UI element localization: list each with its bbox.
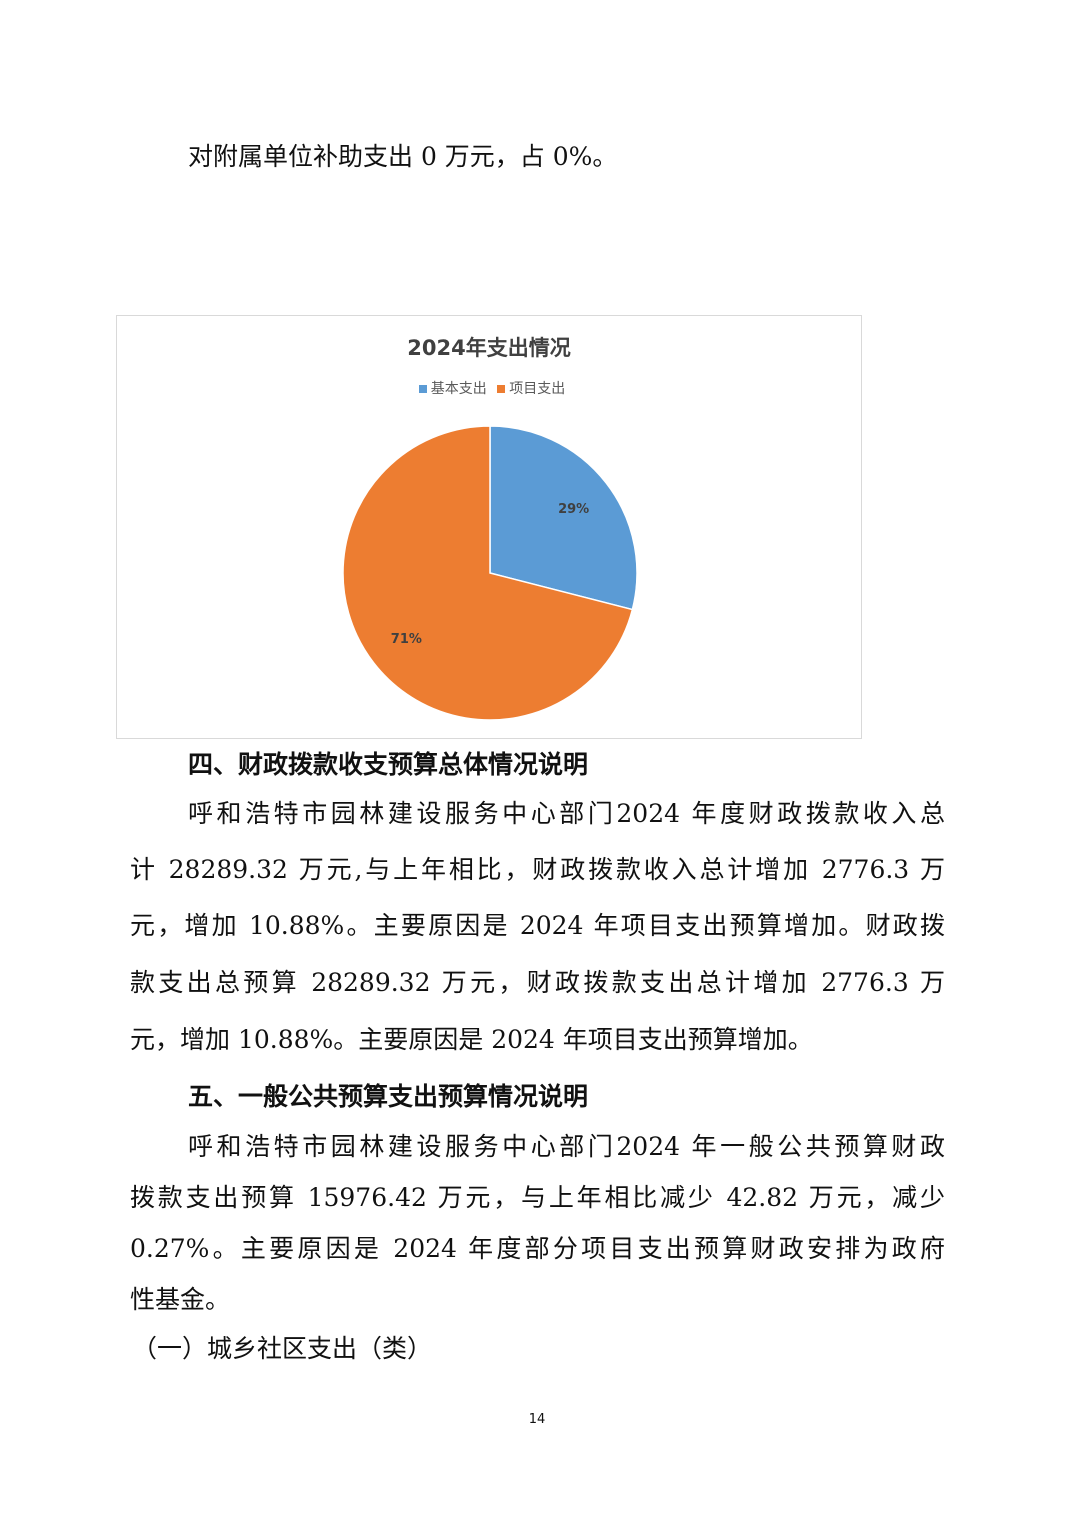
section4-line: 元，增加 10.88%。主要原因是 2024 年项目支出预算增加。财政拨 xyxy=(130,911,945,940)
legend-label-1: 项目支出 xyxy=(509,381,566,397)
legend-swatch-0 xyxy=(418,385,427,393)
chart-title: 2024年支出情况 xyxy=(407,336,571,360)
chart-legend: 基本支出 项目支出 xyxy=(117,378,861,398)
section4-line: 元，增加 10.88%。主要原因是 2024 年项目支出预算增加。 xyxy=(130,1025,813,1054)
pie-slice-0 xyxy=(489,425,638,611)
paragraph-top: 对附属单位补助支出 0 万元，占 0%。 xyxy=(188,142,618,171)
section5-subheading: （一）城乡社区支出（类） xyxy=(132,1334,433,1363)
section4-heading: 四、财政拨款收支预算总体情况说明 xyxy=(188,750,589,779)
section5-line: 0.27%。主要原因是 2024 年度部分项目支出预算财政安排为政府 xyxy=(130,1234,945,1263)
page-number: 14 xyxy=(528,1412,546,1427)
section5-line: 性基金。 xyxy=(130,1285,231,1314)
section5-line: 拨款支出预算 15976.42 万元，与上年相比减少 42.82 万元，减少 xyxy=(130,1183,945,1212)
section4-line: 计 28289.32 万元,与上年相比，财政拨款收入总计增加 2776.3 万 xyxy=(130,855,945,884)
pie-label-0: 29% xyxy=(558,502,589,517)
legend-label-0: 基本支出 xyxy=(430,381,487,397)
pie-svg: 29% 71% xyxy=(342,425,638,721)
pie-chart: 2024年支出情况 基本支出 项目支出 29% 71% xyxy=(116,315,862,739)
pie-label-1: 71% xyxy=(391,632,422,647)
legend-swatch-1 xyxy=(497,385,506,393)
section4-line: 款支出总预算 28289.32 万元，财政拨款支出总计增加 2776.3 万 xyxy=(130,968,945,997)
section4-line: 呼和浩特市园林建设服务中心部门2024 年度财政拨款收入总 xyxy=(188,799,945,828)
pie-slice-1 xyxy=(342,425,634,721)
section5-heading: 五、一般公共预算支出预算情况说明 xyxy=(188,1082,589,1111)
section5-line: 呼和浩特市园林建设服务中心部门2024 年一般公共预算财政 xyxy=(188,1132,945,1161)
